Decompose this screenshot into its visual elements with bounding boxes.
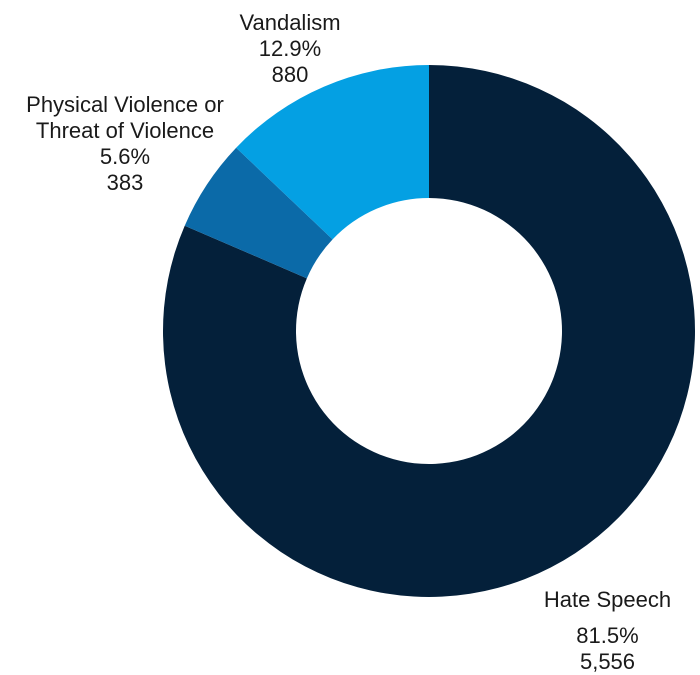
vandalism-name: Vandalism xyxy=(239,10,341,35)
hate-speech-label: Hate Speech 81.5% 5,556 xyxy=(515,587,700,675)
vandalism-label: Vandalism 12.9% 880 xyxy=(200,10,380,88)
physical-violence-name-line-1: Physical Violence or xyxy=(26,92,224,117)
hate-speech-name: Hate Speech xyxy=(543,587,672,612)
physical-violence-name-line-2: Threat of Violence xyxy=(35,118,215,143)
physical-violence-count: 383 xyxy=(106,170,144,195)
hate-speech-percent: 81.5% xyxy=(576,623,639,648)
physical-violence-label: Physical Violence or Threat of Violence … xyxy=(0,92,250,196)
physical-violence-percent: 5.6% xyxy=(99,144,151,169)
vandalism-count: 880 xyxy=(271,62,309,87)
vandalism-percent: 12.9% xyxy=(258,36,322,61)
slice-physical-violence-or-threat-of-violence xyxy=(184,147,333,279)
slice-vandalism xyxy=(236,65,429,240)
hate-speech-count: 5,556 xyxy=(579,649,636,674)
slice-hate-speech xyxy=(163,65,695,597)
